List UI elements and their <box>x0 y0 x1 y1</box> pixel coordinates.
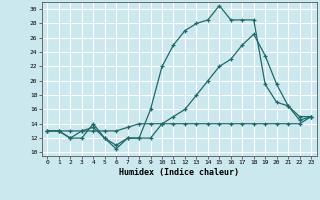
X-axis label: Humidex (Indice chaleur): Humidex (Indice chaleur) <box>119 168 239 177</box>
